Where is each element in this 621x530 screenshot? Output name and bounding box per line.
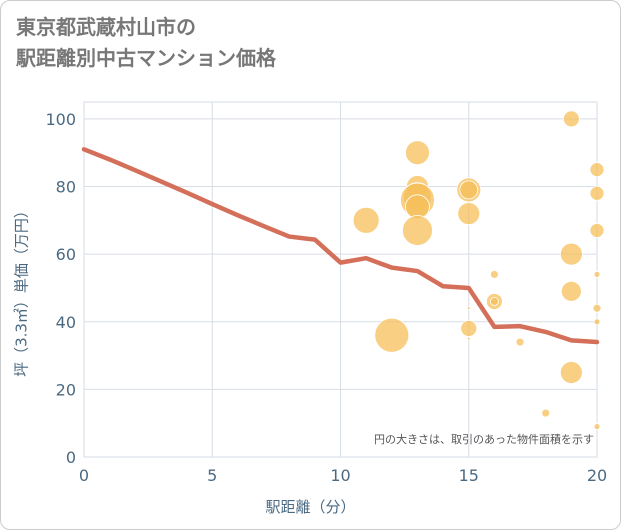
data-bubble — [593, 318, 601, 326]
data-bubble — [459, 180, 479, 200]
data-bubble — [489, 297, 499, 306]
data-bubble — [589, 185, 605, 201]
data-bubble — [405, 140, 430, 166]
data-bubble — [589, 162, 605, 178]
y-tick-label: 0 — [66, 448, 76, 467]
data-bubble — [489, 270, 499, 279]
data-bubble — [593, 423, 601, 430]
data-bubble — [515, 337, 525, 347]
data-bubble — [559, 242, 583, 266]
x-tick-label: 10 — [330, 466, 350, 485]
bubble-size-note: 円の大きさは、取引のあった物件面積を示す — [374, 433, 594, 446]
x-tick-label: 15 — [459, 466, 479, 485]
title-line-2: 駅距離別中古マンション価格 — [16, 46, 276, 70]
data-bubble — [560, 280, 582, 302]
x-tick-label: 20 — [587, 466, 607, 485]
x-tick-label: 0 — [79, 466, 89, 485]
y-tick-label: 20 — [56, 380, 76, 399]
data-bubble — [466, 336, 471, 341]
y-tick-label: 100 — [45, 110, 76, 129]
data-bubble — [466, 306, 471, 311]
data-bubble — [589, 223, 605, 238]
data-bubble — [402, 215, 433, 246]
x-tick-label: 5 — [207, 466, 217, 485]
title-line-1: 東京都武蔵村山市の — [16, 15, 196, 39]
data-bubble — [374, 317, 410, 353]
data-bubble — [460, 320, 478, 337]
chart-title: 東京都武蔵村山市の 駅距離別中古マンション価格 — [16, 12, 436, 74]
data-bubble — [457, 202, 481, 225]
data-bubble — [593, 271, 601, 278]
data-bubble — [562, 110, 580, 128]
data-bubble — [352, 206, 380, 234]
data-bubble — [559, 361, 583, 384]
y-tick-label: 60 — [56, 245, 76, 264]
y-axis-label: 坪（3.3㎡）単価（万円） — [12, 203, 31, 377]
data-bubble — [541, 408, 551, 418]
data-bubble — [592, 303, 602, 313]
y-tick-label: 80 — [56, 178, 76, 197]
y-tick-label: 40 — [56, 313, 76, 332]
x-axis-label: 駅距離（分） — [265, 498, 356, 516]
average-price-line — [81, 147, 600, 345]
